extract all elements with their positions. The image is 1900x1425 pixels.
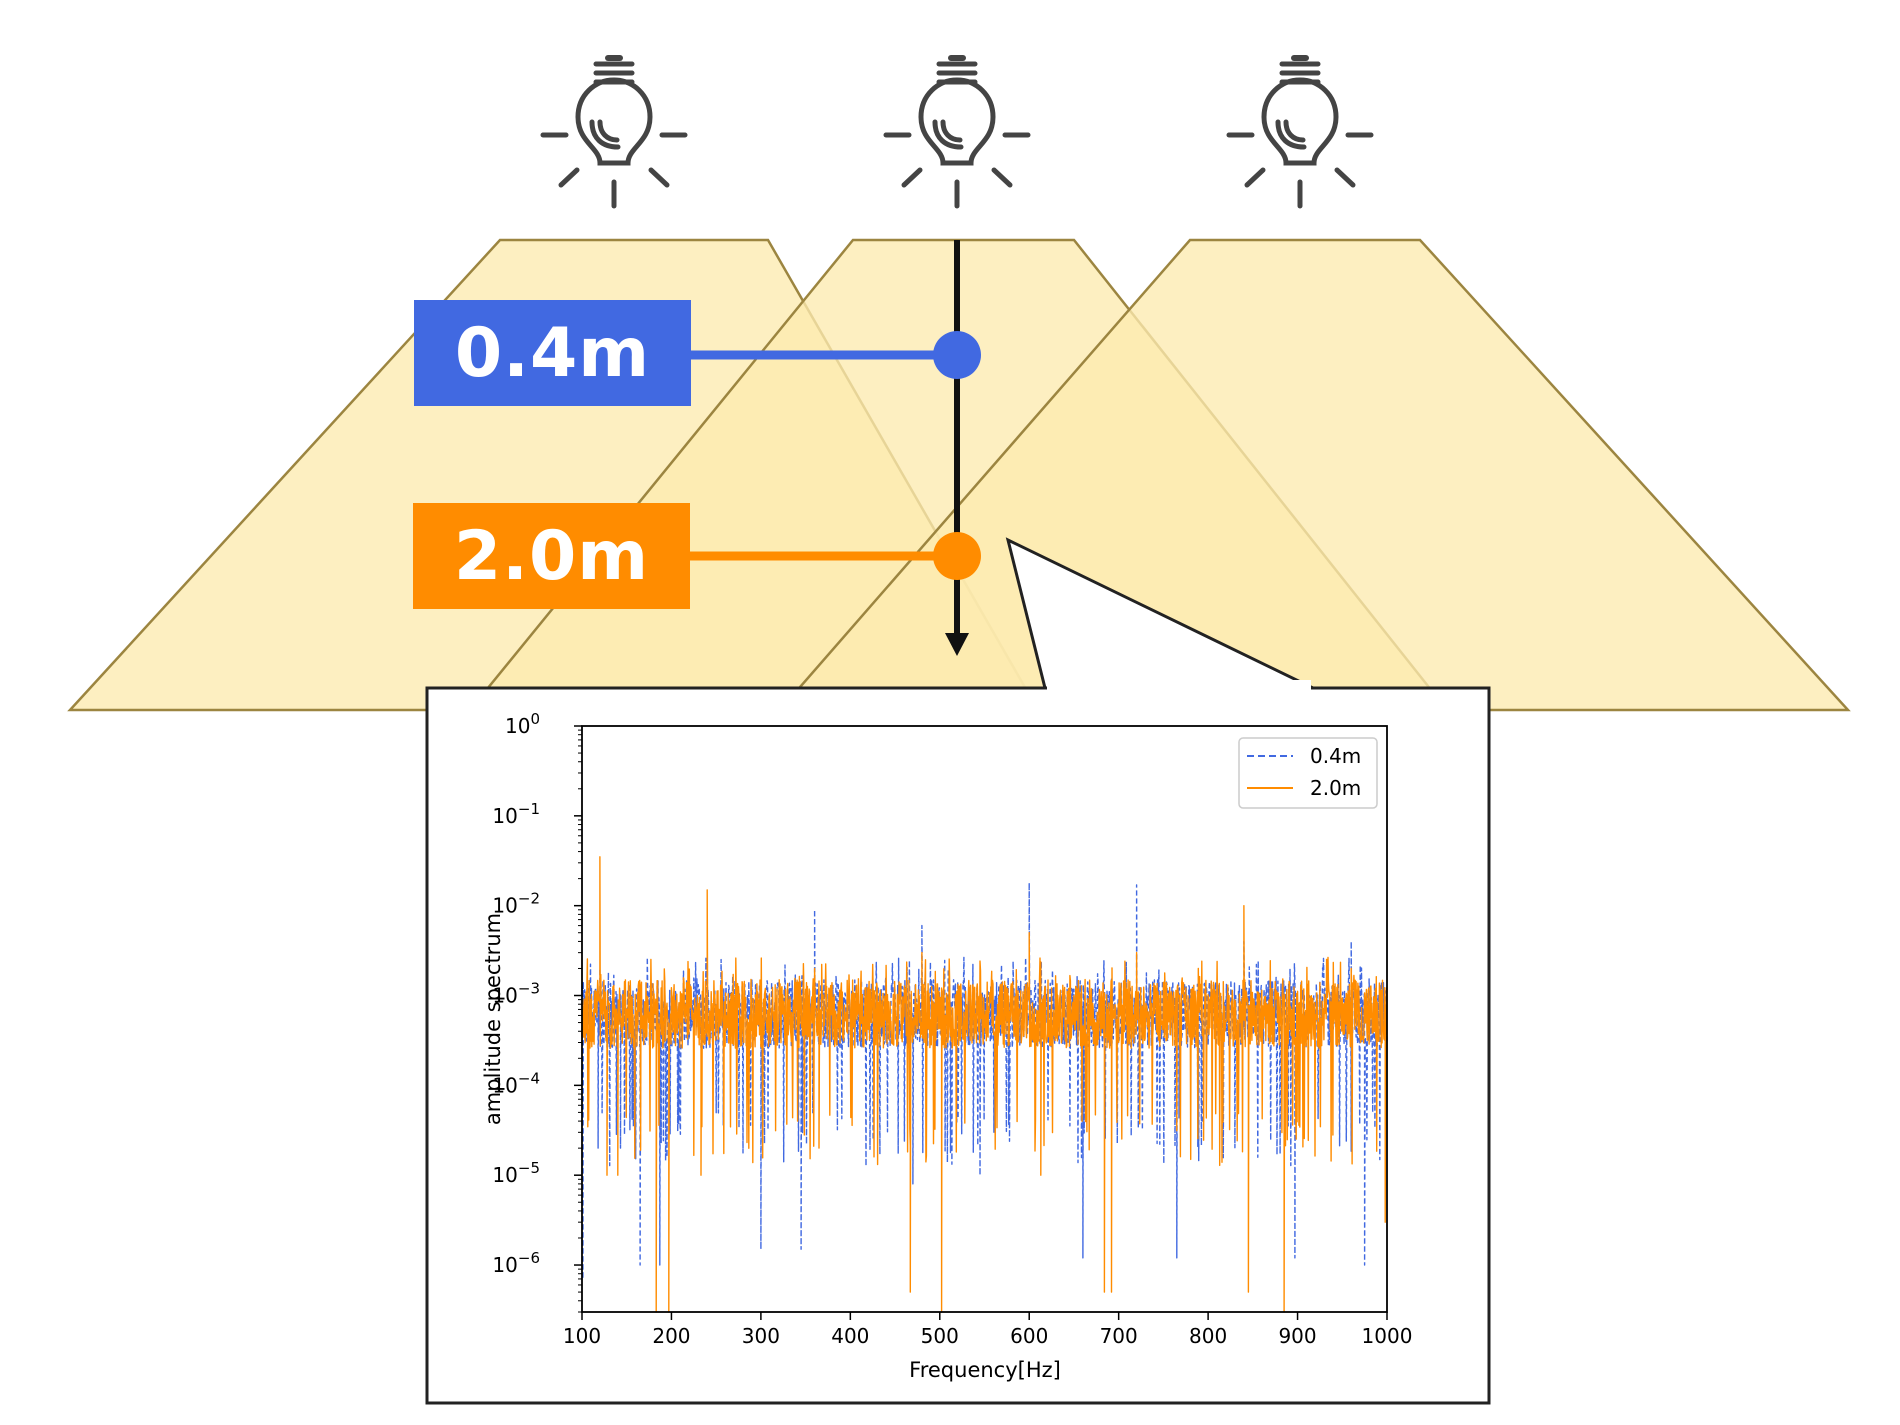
y-axis-label: amplitude spectrum (481, 913, 505, 1125)
x-tick-label: 800 (1189, 1324, 1227, 1348)
y-tick-label: 10−5 (492, 1159, 540, 1187)
y-tick-label: 10−1 (492, 800, 540, 828)
y-tick-label: 100 (505, 710, 540, 738)
x-tick-label: 100 (563, 1324, 601, 1348)
x-tick-label: 600 (1010, 1324, 1048, 1348)
distance-label-far: 2.0m (413, 503, 690, 609)
near-measurement-point (933, 331, 981, 379)
x-tick-label: 400 (831, 1324, 869, 1348)
legend-label-0.4m: 0.4m (1310, 744, 1361, 768)
y-tick-label: 10−4 (492, 1069, 540, 1097)
y-tick-label: 10−3 (492, 980, 540, 1008)
x-tick-label: 1000 (1362, 1324, 1413, 1348)
x-tick-label: 300 (742, 1324, 780, 1348)
x-tick-label: 200 (652, 1324, 690, 1348)
series-path (581, 856, 1388, 1313)
x-axis-label: Frequency[Hz] (909, 1358, 1061, 1382)
x-tick-label: 700 (1100, 1324, 1138, 1348)
far-measurement-point (933, 532, 981, 580)
series-2.0m-line (581, 856, 1388, 1313)
plot-frame (581, 725, 1388, 1313)
distance-label-near: 0.4m (414, 300, 691, 406)
legend: 0.4m 2.0m (1238, 737, 1378, 809)
x-tick-label: 900 (1278, 1324, 1316, 1348)
distance-axis-arrowhead (945, 633, 969, 656)
y-tick-label: 10−2 (492, 890, 540, 918)
spectrum-chart: 100 200 300 400 500 600 700 800 900 1000 100 10−1 1… (481, 710, 1412, 1382)
light-bulb-icon (540, 55, 688, 209)
x-tick-label: 500 (921, 1324, 959, 1348)
light-bulb-icon (883, 55, 1031, 209)
light-bulb-icon (1226, 55, 1374, 209)
y-tick-label: 10−6 (492, 1249, 540, 1277)
legend-label-2.0m: 2.0m (1310, 776, 1361, 800)
